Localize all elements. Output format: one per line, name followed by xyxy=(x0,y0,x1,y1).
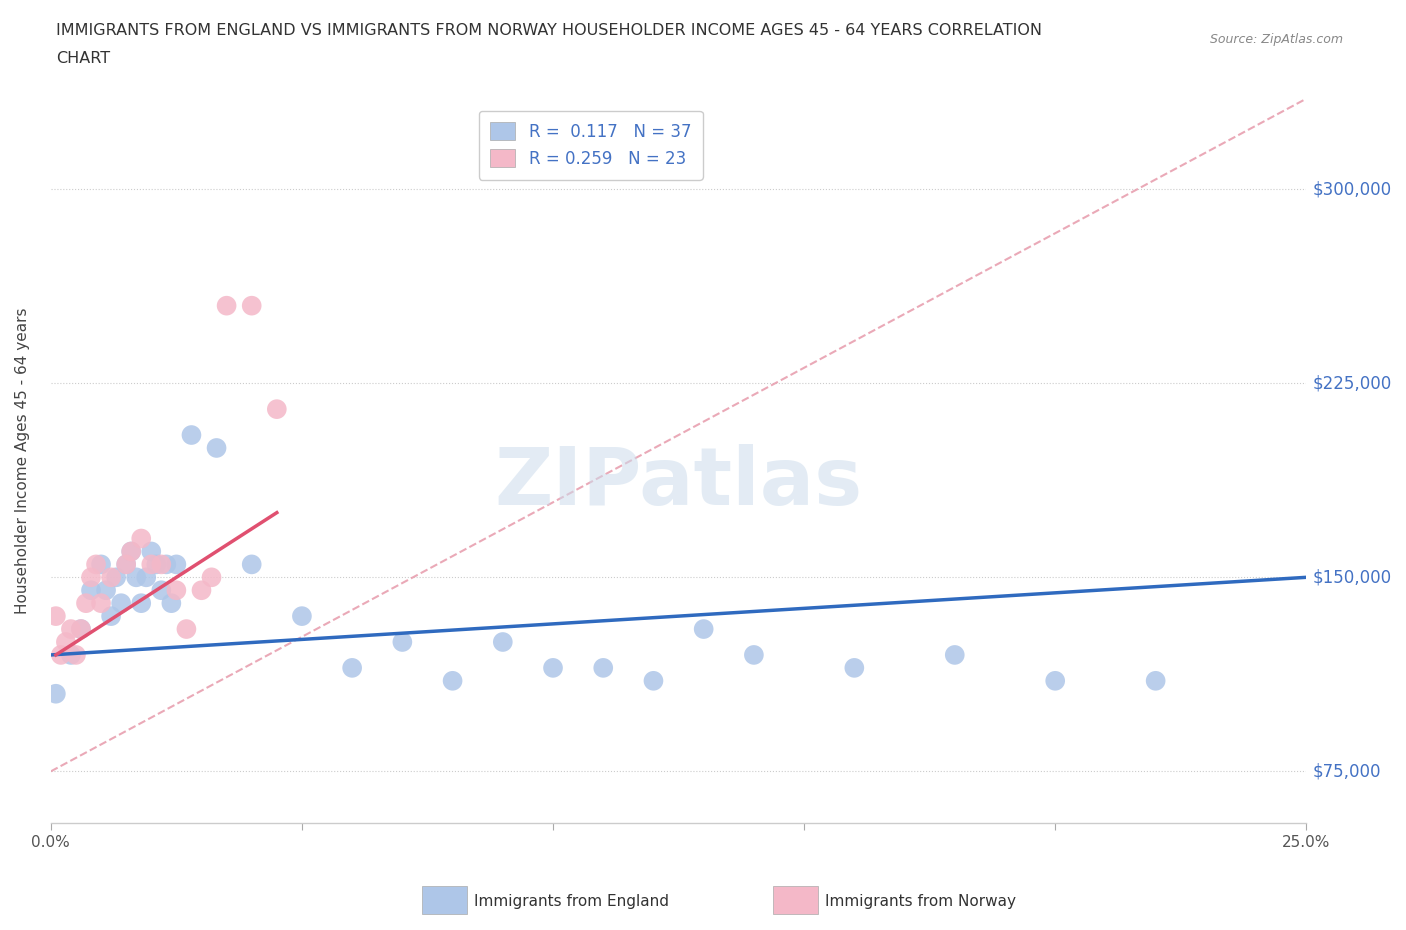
Point xyxy=(150,583,173,598)
Point xyxy=(692,621,714,636)
Point xyxy=(145,557,167,572)
Point xyxy=(80,583,103,598)
Point xyxy=(84,557,107,572)
Legend: R =  0.117   N = 37, R = 0.259   N = 23: R = 0.117 N = 37, R = 0.259 N = 23 xyxy=(478,111,703,179)
Text: $150,000: $150,000 xyxy=(1313,568,1392,586)
Point xyxy=(80,570,103,585)
Point xyxy=(190,583,212,598)
Point xyxy=(643,673,665,688)
Point xyxy=(180,428,202,443)
Text: Immigrants from Norway: Immigrants from Norway xyxy=(825,894,1017,909)
Point xyxy=(150,557,173,572)
Point xyxy=(55,634,77,649)
Point xyxy=(160,596,183,611)
Point xyxy=(59,647,82,662)
Point xyxy=(125,570,148,585)
Point xyxy=(240,299,263,313)
Point xyxy=(100,608,122,623)
Point xyxy=(120,544,142,559)
Point xyxy=(441,673,464,688)
Point xyxy=(135,570,157,585)
Point xyxy=(1045,673,1067,688)
Point xyxy=(1144,673,1167,688)
Point xyxy=(45,608,67,623)
Point xyxy=(592,660,614,675)
Point xyxy=(176,621,198,636)
Point xyxy=(266,402,288,417)
Point xyxy=(90,596,112,611)
Point xyxy=(90,557,112,572)
Point xyxy=(200,570,222,585)
Point xyxy=(115,557,138,572)
Point xyxy=(94,583,117,598)
Text: Immigrants from England: Immigrants from England xyxy=(474,894,669,909)
Text: CHART: CHART xyxy=(56,51,110,66)
Point xyxy=(492,634,515,649)
Point xyxy=(340,660,363,675)
Text: Source: ZipAtlas.com: Source: ZipAtlas.com xyxy=(1209,33,1343,46)
Point xyxy=(120,544,142,559)
Y-axis label: Householder Income Ages 45 - 64 years: Householder Income Ages 45 - 64 years xyxy=(15,308,30,614)
Text: $300,000: $300,000 xyxy=(1313,180,1392,198)
Point xyxy=(70,621,93,636)
Point xyxy=(59,621,82,636)
Point xyxy=(291,608,314,623)
Point xyxy=(155,557,177,572)
Point xyxy=(844,660,866,675)
Point xyxy=(129,596,152,611)
Point xyxy=(141,544,163,559)
Text: IMMIGRANTS FROM ENGLAND VS IMMIGRANTS FROM NORWAY HOUSEHOLDER INCOME AGES 45 - 6: IMMIGRANTS FROM ENGLAND VS IMMIGRANTS FR… xyxy=(56,23,1042,38)
Point xyxy=(110,596,132,611)
Point xyxy=(742,647,765,662)
Point xyxy=(165,583,187,598)
Point xyxy=(541,660,564,675)
Point xyxy=(115,557,138,572)
Point xyxy=(129,531,152,546)
Point xyxy=(205,441,228,456)
Point xyxy=(215,299,238,313)
Point xyxy=(391,634,413,649)
Point xyxy=(49,647,72,662)
Point xyxy=(45,686,67,701)
Text: $75,000: $75,000 xyxy=(1313,763,1381,780)
Point xyxy=(943,647,966,662)
Point xyxy=(75,596,97,611)
Point xyxy=(105,570,128,585)
Point xyxy=(240,557,263,572)
Point xyxy=(65,647,87,662)
Text: ZIPatlas: ZIPatlas xyxy=(495,444,863,522)
Point xyxy=(100,570,122,585)
Point xyxy=(70,621,93,636)
Text: $225,000: $225,000 xyxy=(1313,374,1392,392)
Point xyxy=(165,557,187,572)
Point xyxy=(141,557,163,572)
